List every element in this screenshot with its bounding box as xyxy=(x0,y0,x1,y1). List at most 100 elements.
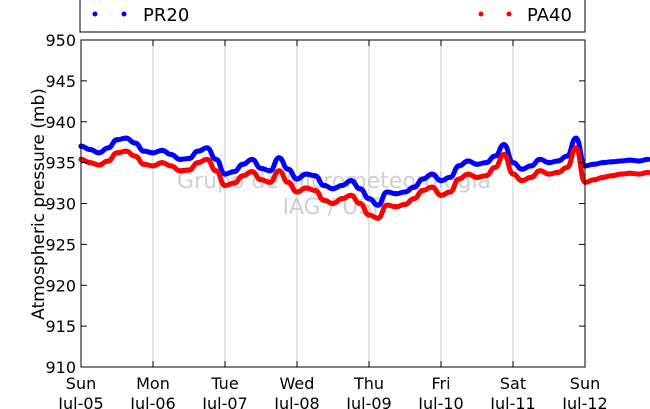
data-point-pr20 xyxy=(366,195,372,202)
data-point-pr20 xyxy=(141,148,147,154)
data-point-pr20 xyxy=(240,161,246,167)
data-point-pr20 xyxy=(213,156,219,162)
data-point-pa40 xyxy=(609,173,615,179)
data-point-pa40 xyxy=(276,168,282,174)
data-point-pa40 xyxy=(231,180,237,186)
data-point-pr20 xyxy=(591,161,597,167)
data-point-pa40 xyxy=(420,187,426,194)
data-point-pa40 xyxy=(636,171,642,177)
x-tick-label-date: Jul-07 xyxy=(201,394,247,409)
y-axis-label: Atmospheric pressure (mb) xyxy=(29,88,49,320)
y-tick-label: 910 xyxy=(45,358,76,377)
data-point-pa40 xyxy=(213,168,219,174)
data-point-pa40 xyxy=(627,170,633,176)
data-point-pr20 xyxy=(249,156,255,162)
data-point-pr20 xyxy=(420,176,426,182)
data-point-pr20 xyxy=(564,153,570,159)
data-point-pr20 xyxy=(132,140,138,146)
grid xyxy=(152,40,514,367)
data-point-pa40 xyxy=(528,174,534,180)
data-point-pa40 xyxy=(204,156,210,162)
data-point-pr20 xyxy=(465,158,471,164)
data-point-pr20 xyxy=(348,178,354,184)
data-point-pr20 xyxy=(267,168,273,174)
data-point-pr20 xyxy=(195,148,201,154)
data-point-pr20 xyxy=(303,171,309,177)
x-tick-label-day: Sun xyxy=(570,374,600,393)
series-trace-pr20 xyxy=(78,135,650,208)
data-point-pa40 xyxy=(546,171,552,177)
x-tick-label-day: Thu xyxy=(353,374,384,393)
data-point-pa40 xyxy=(114,150,120,156)
data-point-pr20 xyxy=(312,173,318,179)
data-point-pr20 xyxy=(231,169,237,175)
data-point-pr20 xyxy=(501,142,507,148)
data-point-pr20 xyxy=(357,186,363,192)
data-point-pr20 xyxy=(276,155,282,161)
data-point-pa40 xyxy=(186,167,192,173)
data-point-pa40 xyxy=(618,171,624,177)
data-point-pa40 xyxy=(96,162,102,168)
data-point-pa40 xyxy=(285,179,291,185)
data-point-pa40 xyxy=(195,160,201,166)
y-tick-label: 930 xyxy=(45,195,76,214)
data-point-pr20 xyxy=(555,158,561,164)
data-point-pr20 xyxy=(645,156,650,162)
data-point-pa40 xyxy=(159,160,165,166)
x-tick-label-date: Jul-06 xyxy=(129,394,175,409)
x-tick-label-day: Mon xyxy=(136,374,170,393)
data-point-pr20 xyxy=(573,135,579,141)
data-point-pa40 xyxy=(303,185,309,191)
data-point-pr20 xyxy=(186,155,192,162)
data-point-pa40 xyxy=(447,189,453,195)
data-point-pa40 xyxy=(267,179,273,185)
data-point-pr20 xyxy=(204,145,210,151)
data-point-pa40 xyxy=(339,195,345,202)
data-point-pa40 xyxy=(366,212,372,218)
data-point-pa40 xyxy=(348,192,354,198)
data-point-pa40 xyxy=(537,168,543,174)
data-point-pr20 xyxy=(123,135,129,141)
x-tick-label-date: Jul-11 xyxy=(489,394,535,409)
x-tick-label-day: Sat xyxy=(500,374,526,393)
legend-marker-pr20 xyxy=(121,11,127,17)
legend-frame xyxy=(79,0,586,33)
data-point-pr20 xyxy=(537,156,543,162)
data-point-pr20 xyxy=(636,158,642,164)
y-tick-label: 935 xyxy=(45,154,76,173)
data-point-pr20 xyxy=(510,160,516,166)
data-point-pa40 xyxy=(492,164,498,171)
data-point-pa40 xyxy=(645,169,650,176)
data-point-pr20 xyxy=(294,176,300,182)
data-point-pa40 xyxy=(321,197,327,203)
data-point-pr20 xyxy=(150,150,156,156)
data-point-pr20 xyxy=(339,182,345,189)
y-tick-label: 945 xyxy=(45,72,76,91)
data-point-pa40 xyxy=(384,202,390,208)
data-point-pa40 xyxy=(573,145,579,151)
x-tick-label-date: Jul-05 xyxy=(57,394,103,409)
data-point-pr20 xyxy=(429,171,435,177)
x-axis: SunJul-05MonJul-06TueJul-07WedJul-08ThuJ… xyxy=(57,40,608,409)
data-point-pa40 xyxy=(600,174,606,180)
series-pr20 xyxy=(78,135,650,208)
data-point-pr20 xyxy=(402,189,408,195)
data-point-pa40 xyxy=(357,200,363,207)
legend: PR20 PA40 xyxy=(79,0,586,33)
data-point-pa40 xyxy=(411,195,417,202)
y-tick-label: 950 xyxy=(45,31,76,50)
data-point-pa40 xyxy=(465,171,471,177)
data-point-pr20 xyxy=(168,151,174,158)
x-tick-label-day: Tue xyxy=(210,374,238,393)
data-point-pr20 xyxy=(96,150,102,156)
data-point-pa40 xyxy=(87,160,93,166)
data-point-pa40 xyxy=(123,148,129,154)
data-point-pa40 xyxy=(510,171,516,177)
x-tick-label-day: Sun xyxy=(66,374,96,393)
legend-marker-pa40 xyxy=(478,11,484,17)
data-point-pa40 xyxy=(501,151,507,158)
data-point-pr20 xyxy=(222,171,228,177)
y-tick-label: 925 xyxy=(45,235,76,254)
data-point-pr20 xyxy=(528,163,534,169)
